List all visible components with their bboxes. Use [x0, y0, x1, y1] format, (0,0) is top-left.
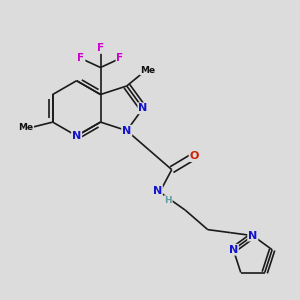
Text: Me: Me [140, 66, 155, 75]
Text: F: F [116, 53, 124, 64]
Text: F: F [97, 43, 104, 53]
Text: N: N [153, 186, 162, 196]
Text: H: H [164, 196, 172, 205]
Text: F: F [77, 53, 85, 64]
Text: N: N [122, 126, 131, 136]
Text: N: N [248, 231, 257, 241]
Text: N: N [72, 131, 81, 141]
Text: N: N [138, 103, 148, 113]
Text: Me: Me [18, 123, 33, 132]
Text: N: N [229, 245, 238, 255]
Text: O: O [190, 151, 199, 161]
